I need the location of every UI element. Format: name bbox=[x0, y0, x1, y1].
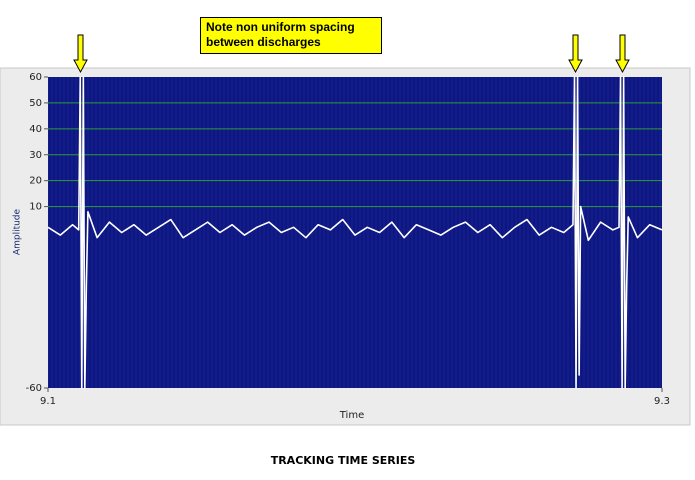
y-tick-label: 50 bbox=[29, 98, 42, 109]
arrows bbox=[73, 34, 630, 74]
x-axis-label: Time bbox=[339, 410, 364, 421]
y-tick-label: 10 bbox=[29, 202, 42, 213]
y-tick-label: -60 bbox=[26, 383, 42, 394]
arrow bbox=[568, 34, 583, 74]
y-axis-label: Amplitude bbox=[13, 208, 23, 255]
annotation: Note non uniform spacing between dischar… bbox=[200, 17, 382, 54]
y-tick-label: 40 bbox=[29, 124, 42, 135]
signal-line bbox=[47, 76, 663, 389]
y-tick-label: 30 bbox=[29, 150, 42, 161]
arrow bbox=[73, 34, 88, 74]
y-tick-label: 60 bbox=[29, 72, 42, 83]
x-tick-label: 9.3 bbox=[654, 396, 670, 407]
caption: TRACKING TIME SERIES bbox=[271, 454, 416, 467]
y-tick-label: 20 bbox=[29, 176, 42, 187]
x-tick-label: 9.1 bbox=[40, 396, 56, 407]
plot-texture bbox=[48, 77, 662, 388]
arrow bbox=[615, 34, 630, 74]
